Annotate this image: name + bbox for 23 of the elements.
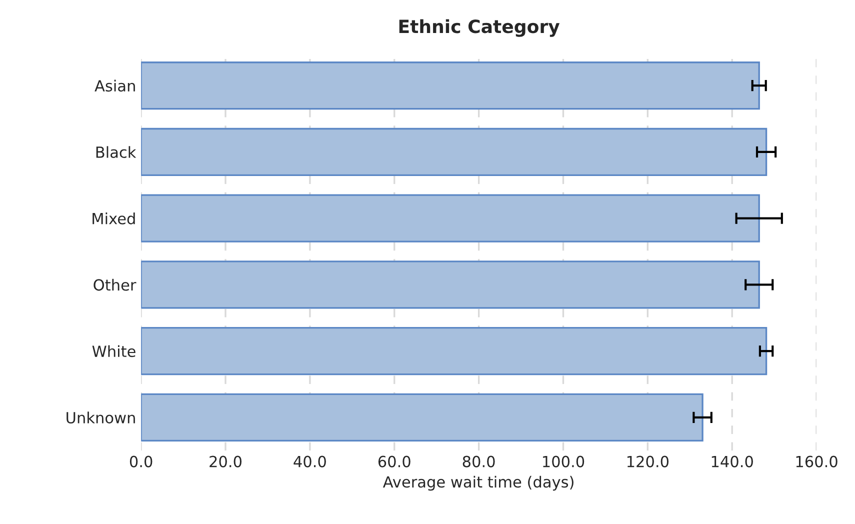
y-tick-label: Other [94, 278, 136, 291]
x-tick-label: 140.0 [712, 456, 753, 468]
bar [141, 128, 768, 176]
x-tick-label: 100.0 [543, 456, 584, 468]
x-tick-label: 60.0 [378, 456, 410, 468]
x-tick-label: 0.0 [130, 456, 152, 468]
x-tick-label: 20.0 [210, 456, 242, 468]
y-tick-label: Black [96, 146, 136, 158]
bar [141, 260, 760, 309]
x-axis-title: Average wait time (days) [382, 476, 574, 491]
y-tick-label: Unknown [66, 412, 135, 424]
x-tick-label: 80.0 [462, 456, 495, 468]
y-tick-label: Mixed [92, 212, 135, 224]
bar [141, 62, 760, 110]
x-tick-label: 160.0 [796, 456, 838, 468]
y-tick-label: Asian [94, 80, 135, 92]
y-tick-label: White [92, 345, 136, 358]
bar [141, 194, 760, 242]
x-tick-label: 120.0 [627, 456, 669, 468]
chart-title: Ethnic Category [399, 19, 560, 37]
x-tick-label: 40.0 [294, 456, 326, 468]
bar [141, 327, 768, 376]
bar [141, 393, 704, 442]
